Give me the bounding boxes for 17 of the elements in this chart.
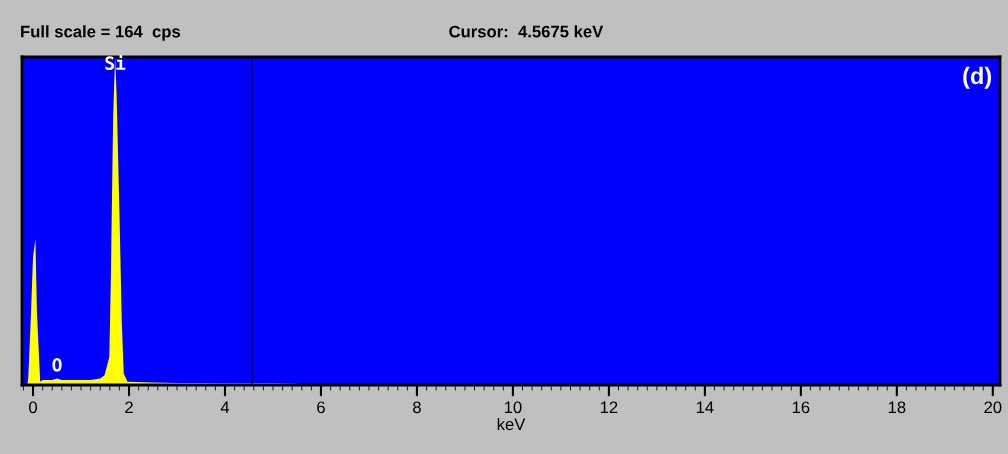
x-tick-label: 14 [696,401,714,414]
x-tick-label: 12 [600,401,618,414]
x-tick-label: 6 [317,401,325,414]
x-tick-label: 0 [29,401,38,414]
text: Cursor: 4.5675 keV [449,25,604,38]
x-tick-label: 4 [220,401,230,414]
x-tick-label: 2 [125,401,133,414]
x-tick-label: 10 [504,401,522,414]
annotation: (d) [963,66,992,89]
x-tick-label: 8 [413,401,421,414]
annotation: Si [105,54,126,70]
x-axis-title: keV [497,417,526,431]
x-tick-label: 18 [888,401,906,414]
text: Full scale = 164 cps [21,25,181,41]
annotation: O [52,358,62,372]
x-tick-label: 20 [984,401,1002,414]
x-tick-label: 16 [792,401,810,414]
